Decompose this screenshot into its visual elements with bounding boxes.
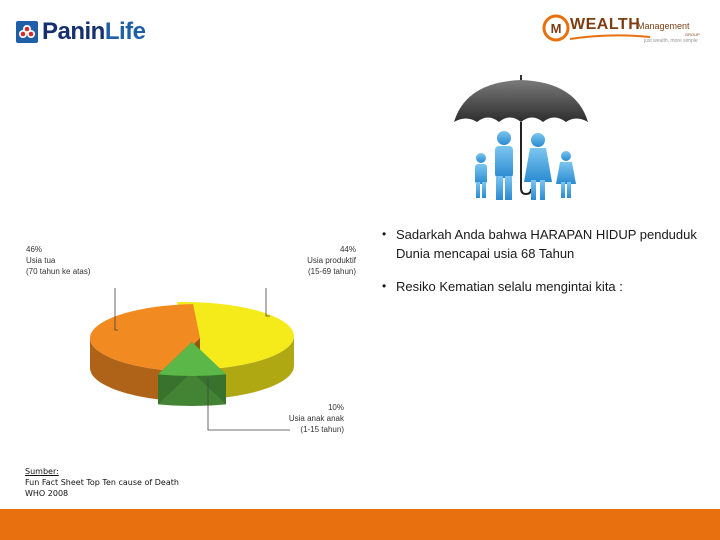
bullet-text: Resiko Kematian selalu mengintai kita :: [396, 279, 623, 294]
paninlife-emblem-icon: [16, 21, 38, 43]
wealth-management-logo: M WEALTH Management GROUP just wealth, m…: [540, 14, 710, 50]
source-title: Sumber:: [25, 467, 59, 476]
slice-category-label: Usia tua: [26, 256, 56, 265]
wealth-wordmark: WEALTH: [570, 16, 641, 33]
pie-slice: [177, 302, 294, 369]
age-distribution-pie-chart: 46% Usia tua (70 tahun ke atas) 44% Usia pro…: [26, 245, 357, 434]
swoosh-icon: [570, 34, 650, 40]
slice-percent-label: 46%: [26, 245, 42, 254]
pie-slice-side: [90, 338, 167, 401]
slice-category-label: (15-69 tahun): [308, 267, 356, 276]
paninlife-logo: PaninLife: [16, 18, 171, 46]
bullet-dot-icon: •: [382, 227, 387, 241]
slice-category-label: (1-15 tahun): [300, 425, 344, 434]
pie-slice: [158, 342, 226, 376]
umbrella-family-icon: [454, 75, 588, 200]
pie-slice: [89, 304, 200, 371]
footer-bar: [0, 509, 720, 540]
svg-text:M: M: [551, 21, 562, 36]
source-note: Sumber: Fun Fact Sheet Top Ten cause of …: [25, 466, 179, 499]
source-line-1: Fun Fact Sheet Top Ten cause of Death: [25, 478, 179, 487]
wealth-tagline: just wealth, more simple: [644, 38, 698, 44]
source-line-2: WHO 2008: [25, 489, 69, 498]
bullet-dot-icon: •: [382, 279, 387, 293]
paninlife-wordmark: PaninLife: [42, 18, 146, 45]
slice-category-label: Usia produktif: [307, 256, 357, 265]
bullet-text: Sadarkah Anda bahwa HARAPAN HIDUP pendud…: [396, 227, 697, 261]
leader-line: [114, 288, 118, 331]
group-wordmark: GROUP: [685, 32, 700, 37]
pie-slice-side: [217, 336, 294, 399]
slice-category-label: (70 tahun ke atas): [26, 267, 91, 276]
management-wordmark: Management: [637, 21, 690, 31]
leader-line: [265, 288, 270, 317]
slice-category-label: Usia anak anak: [289, 414, 345, 423]
slice-percent-label: 44%: [340, 245, 356, 254]
slice-percent-label: 10%: [328, 403, 344, 412]
wealth-management-emblem-icon: M: [542, 14, 570, 42]
leader-line: [207, 378, 290, 431]
info-bullets: • Sadarkah Anda bahwa HARAPAN HIDUP pendu…: [380, 225, 710, 310]
bullet-item: • Sadarkah Anda bahwa HARAPAN HIDUP pendu…: [380, 225, 710, 263]
bullet-item: • Resiko Kematian selalu mengintai kita :: [380, 277, 710, 296]
